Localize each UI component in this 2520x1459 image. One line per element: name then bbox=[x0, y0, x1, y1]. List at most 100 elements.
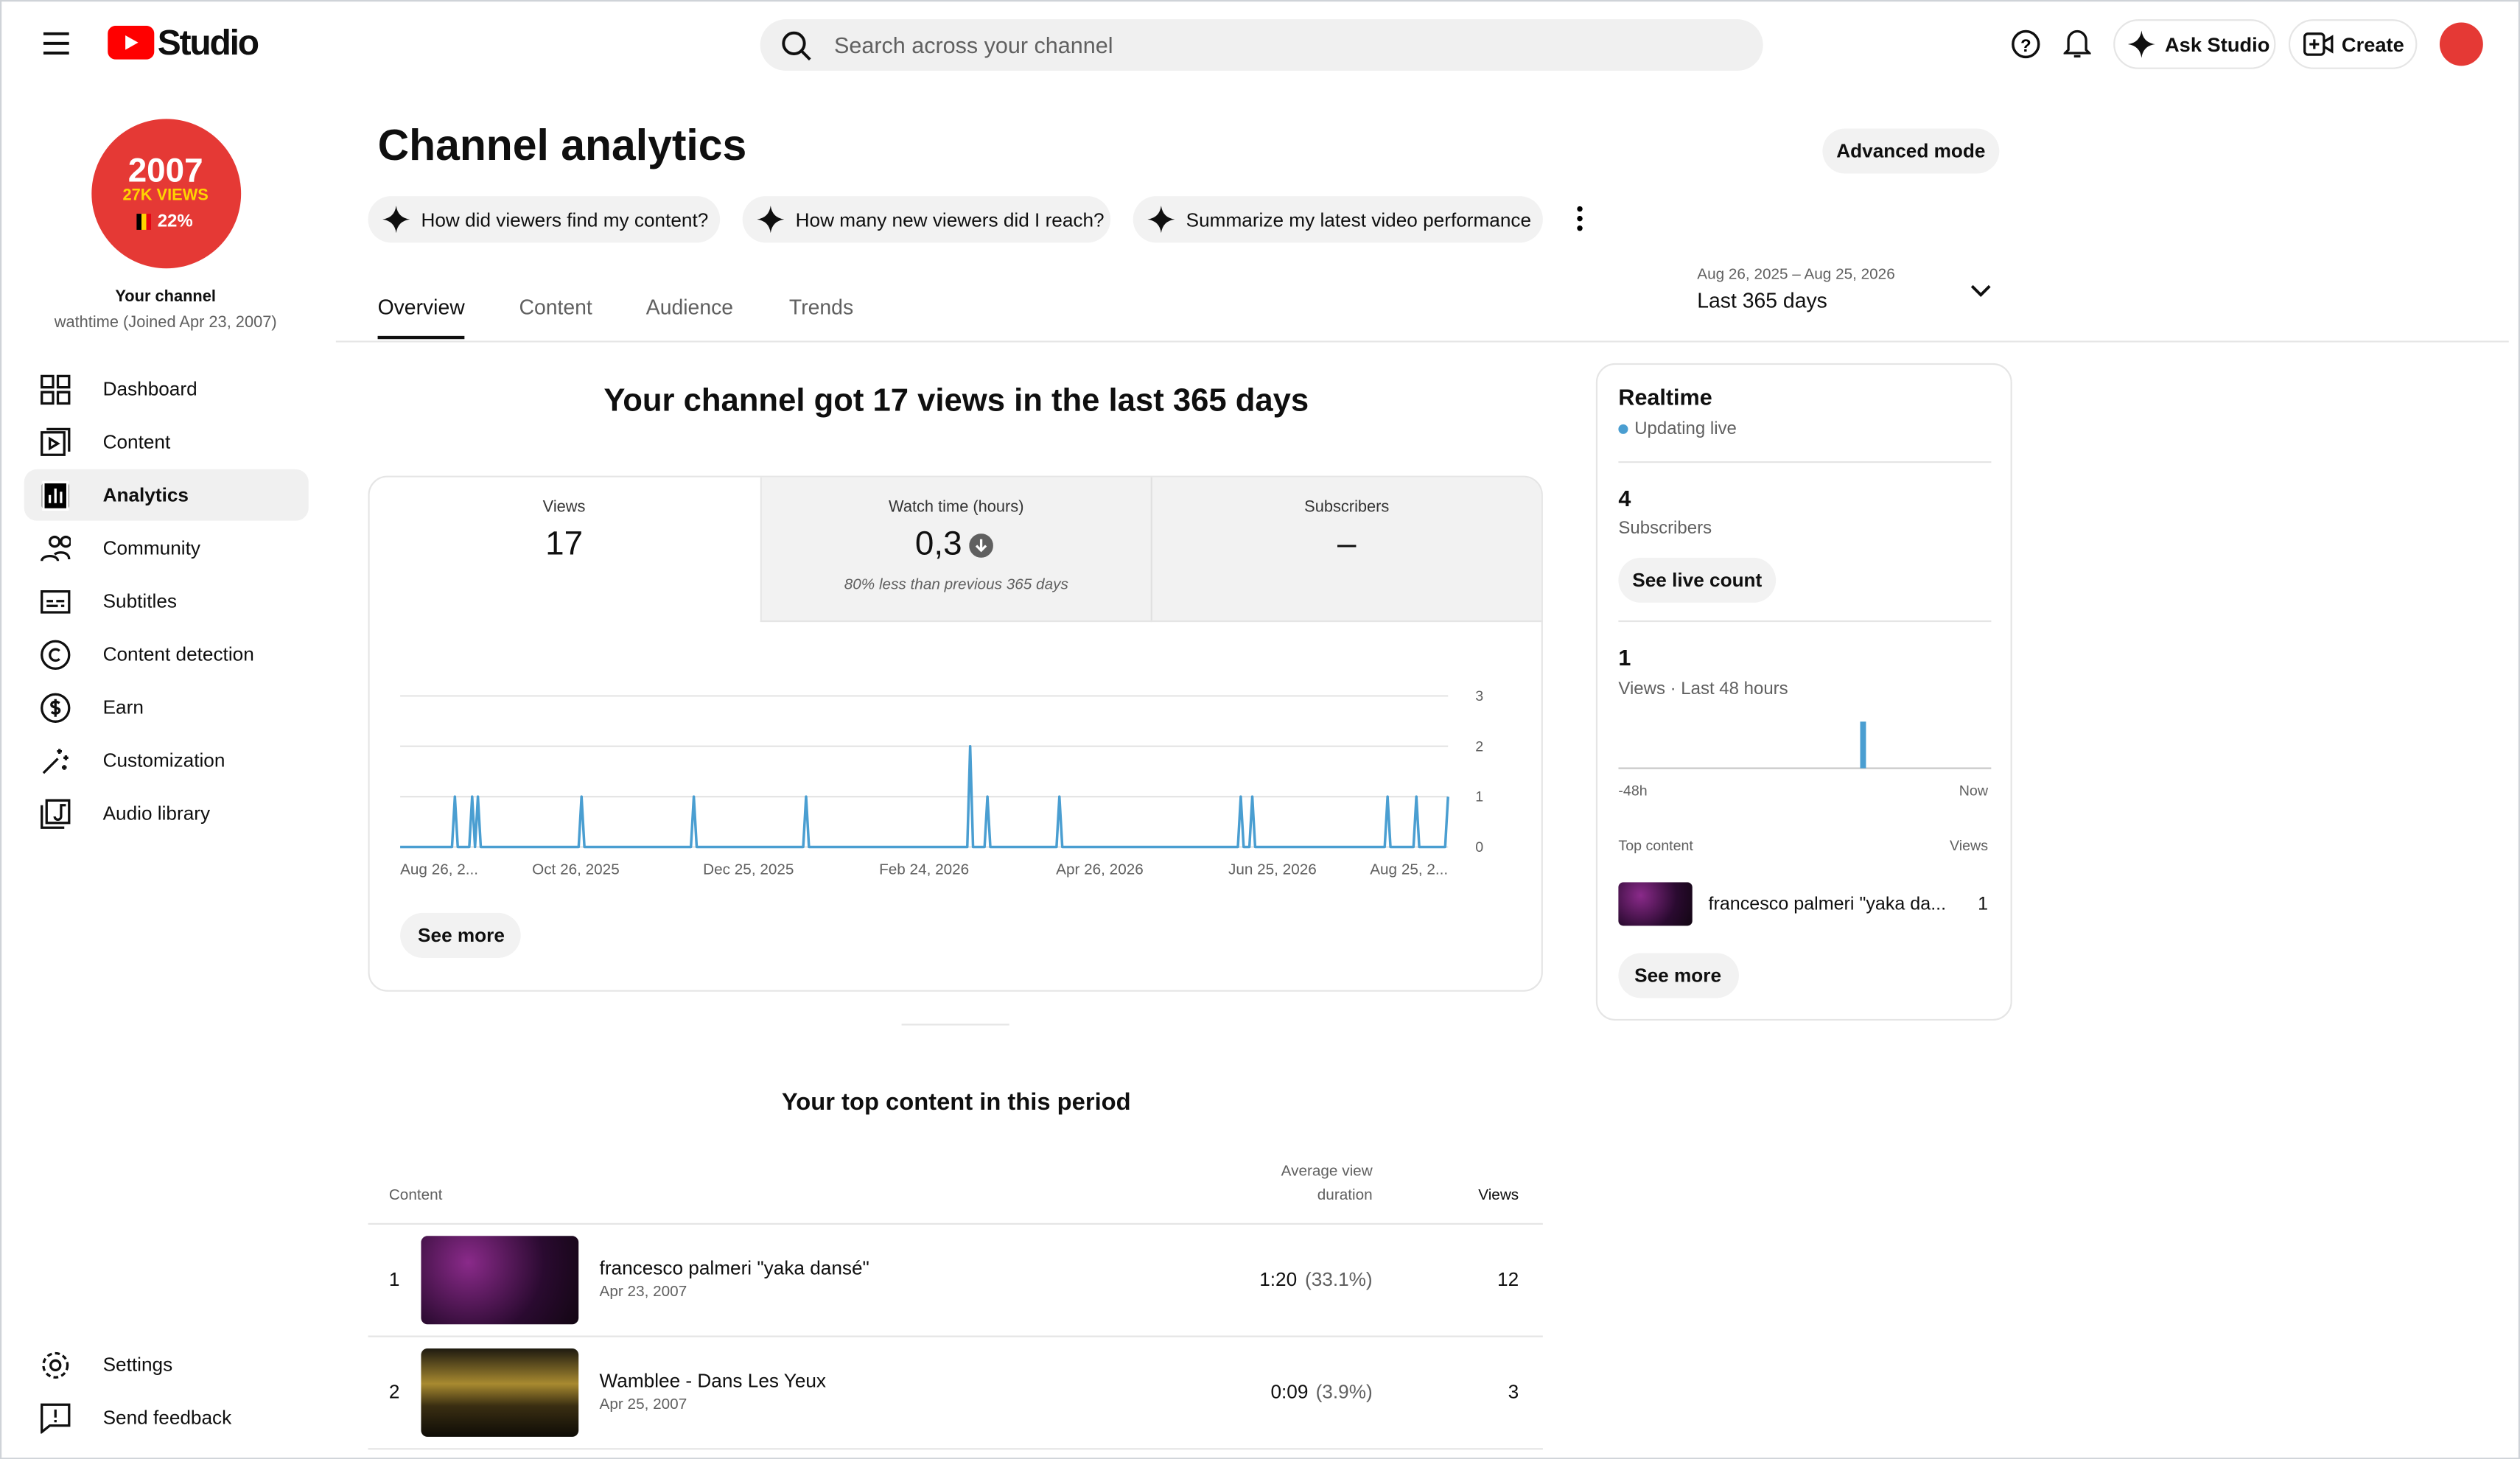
x-tick-label: Oct 26, 2025 bbox=[532, 861, 620, 878]
tab-underline bbox=[377, 335, 465, 340]
nav-icon bbox=[41, 535, 71, 561]
x-tick-label: Jun 25, 2026 bbox=[1228, 861, 1317, 878]
live-count-label: See live count bbox=[1632, 569, 1763, 592]
channel-name: wathtime (Joined Apr 23, 2007) bbox=[54, 314, 277, 332]
see-more-button[interactable] bbox=[1618, 953, 1739, 998]
rank: 2 bbox=[388, 1380, 400, 1404]
x-tick-label: Feb 24, 2026 bbox=[879, 861, 969, 878]
rank: 1 bbox=[388, 1267, 400, 1291]
advanced-mode-label: Advanced mode bbox=[1836, 139, 1986, 163]
metric-note: 80% less than previous 365 days bbox=[844, 575, 1068, 594]
views-chart: 0 1 2 3 Aug 26, 2... Oct 26, 2025 Dec 25, 2025… bbox=[400, 688, 1483, 878]
channel-avatar[interactable] bbox=[91, 119, 242, 269]
nav-item[interactable]: Settings bbox=[102, 1353, 173, 1376]
duration-percent: (33.1%) bbox=[1305, 1267, 1373, 1291]
live-dot bbox=[1618, 424, 1628, 434]
summary-card bbox=[368, 475, 1543, 992]
search-placeholder: Search across your channel bbox=[834, 32, 1113, 58]
menu-icon[interactable] bbox=[43, 32, 69, 55]
dropdown-icon[interactable] bbox=[1970, 284, 1991, 299]
nav-item[interactable]: Community bbox=[102, 536, 200, 560]
live-count-button[interactable] bbox=[1618, 557, 1777, 603]
sparkle-icon bbox=[382, 206, 410, 234]
nav-item[interactable]: Earn bbox=[102, 696, 144, 718]
nav-item[interactable]: Content detection bbox=[102, 643, 254, 665]
thumbnail[interactable] bbox=[421, 1236, 579, 1325]
item-title[interactable]: francesco palmeri "yaka da... bbox=[1708, 895, 1947, 915]
suggestion-chip[interactable] bbox=[368, 196, 721, 243]
nav-item[interactable]: Subtitles bbox=[102, 589, 177, 613]
metric-value: 0,3 bbox=[914, 525, 962, 563]
tab[interactable]: Trends bbox=[788, 295, 854, 319]
item-views: 1 bbox=[1978, 895, 1989, 915]
nav-item[interactable]: Analytics bbox=[102, 483, 189, 507]
top-content-title: Your top content in this period bbox=[781, 1088, 1131, 1116]
video-title[interactable]: Wamblee - Dans Les Yeux bbox=[599, 1369, 827, 1392]
feedback-icon bbox=[41, 1403, 71, 1434]
row-divider bbox=[368, 1335, 1543, 1337]
x-tick-label: Aug 25, 2... bbox=[1370, 861, 1448, 878]
advanced-mode-button[interactable] bbox=[1822, 128, 2000, 174]
avatar-views: 27K VIEWS bbox=[122, 187, 209, 206]
logo-text: Studio bbox=[157, 22, 259, 63]
see-more-button[interactable] bbox=[400, 912, 521, 958]
sparkle-icon bbox=[757, 206, 785, 234]
period[interactable]: Last 365 days bbox=[1697, 288, 1827, 313]
see-more-label: See more bbox=[418, 924, 505, 947]
y-tick-label: 1 bbox=[1475, 789, 1483, 805]
column-header: duration bbox=[1317, 1186, 1373, 1205]
tab[interactable]: Overview bbox=[377, 295, 465, 319]
suggestion-chip[interactable] bbox=[742, 196, 1111, 243]
create-icon bbox=[2303, 32, 2334, 56]
search-box[interactable] bbox=[760, 19, 1763, 71]
divider bbox=[335, 340, 2509, 343]
nav-item[interactable]: Content bbox=[102, 430, 171, 454]
y-tick-label: 0 bbox=[1475, 839, 1483, 856]
channel-label: Your channel bbox=[115, 288, 216, 307]
nav-icon bbox=[41, 799, 71, 829]
help-icon[interactable]: ? bbox=[2011, 29, 2041, 59]
suggestion-label[interactable]: Summarize my latest video performance bbox=[1186, 209, 1532, 232]
nav-icon bbox=[41, 590, 71, 614]
thumbnail[interactable] bbox=[1618, 882, 1693, 926]
realtime-end: Now bbox=[1959, 783, 1989, 800]
top-content-label: Top content bbox=[1618, 837, 1693, 854]
tab[interactable]: Audience bbox=[645, 295, 734, 319]
duration: 1:20 bbox=[1259, 1267, 1298, 1291]
realtime-card bbox=[1595, 363, 2012, 1021]
divider bbox=[1618, 461, 1992, 463]
notifications-icon[interactable] bbox=[2063, 27, 2091, 60]
nav-item[interactable]: Dashboard bbox=[102, 377, 197, 401]
y-tick-label: 3 bbox=[1475, 688, 1483, 704]
nav-selected-bg bbox=[24, 469, 309, 521]
video-date: Apr 25, 2007 bbox=[599, 1396, 687, 1414]
more-icon[interactable] bbox=[1575, 206, 1584, 231]
create-button[interactable] bbox=[2288, 19, 2418, 69]
nav-item[interactable]: Customization bbox=[102, 749, 225, 772]
suggestion-chip[interactable] bbox=[1133, 196, 1543, 243]
suggestion-label[interactable]: How did viewers find my content? bbox=[421, 209, 709, 232]
sparkle-icon bbox=[1147, 206, 1175, 234]
avatar-year: 2007 bbox=[127, 153, 203, 190]
nav-icon bbox=[41, 480, 69, 511]
nav-item[interactable]: Audio library bbox=[102, 802, 211, 825]
row-divider bbox=[368, 1448, 1543, 1450]
views: 12 bbox=[1497, 1267, 1519, 1291]
svg-text:?: ? bbox=[2020, 36, 2031, 56]
thumbnail[interactable] bbox=[421, 1348, 579, 1437]
search-icon bbox=[782, 31, 811, 61]
realtime-views-label: Views · Last 48 hours bbox=[1618, 679, 1788, 699]
account-avatar[interactable] bbox=[2439, 22, 2483, 66]
suggestion-label[interactable]: How many new viewers did I reach? bbox=[795, 209, 1105, 232]
views: 3 bbox=[1508, 1380, 1519, 1404]
down-arrow-icon bbox=[969, 533, 993, 558]
metric-label: Watch time (hours) bbox=[889, 499, 1024, 517]
nav-icon bbox=[41, 374, 71, 405]
logo-icon[interactable] bbox=[108, 25, 155, 60]
video-title[interactable]: francesco palmeri "yaka dansé" bbox=[599, 1256, 869, 1280]
nav-item[interactable]: Send feedback bbox=[102, 1406, 232, 1430]
create-label: Create bbox=[2341, 33, 2404, 57]
tab[interactable]: Content bbox=[519, 295, 592, 319]
nav-icon bbox=[41, 693, 71, 723]
